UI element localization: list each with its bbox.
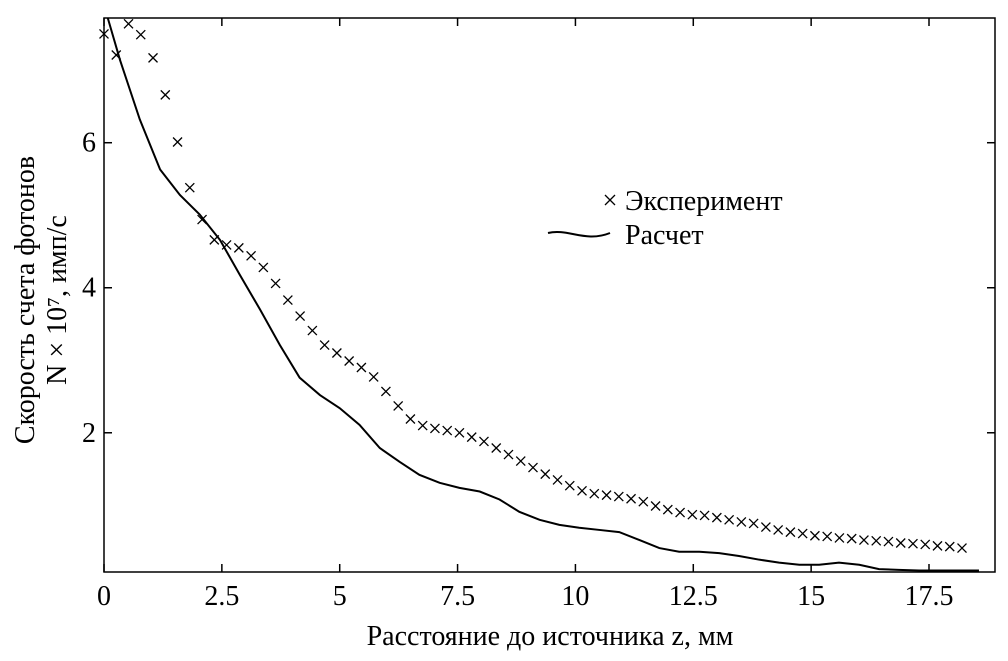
data-point xyxy=(675,507,686,518)
data-point xyxy=(736,517,747,527)
y-tick-label: 6 xyxy=(82,128,96,159)
data-point xyxy=(380,386,391,397)
data-point xyxy=(883,536,894,547)
data-line xyxy=(106,17,979,572)
data-point xyxy=(479,436,489,447)
data-point xyxy=(760,522,771,533)
data-point xyxy=(846,533,857,544)
plot-frame xyxy=(103,17,996,573)
data-point xyxy=(442,425,453,436)
data-point xyxy=(503,449,514,460)
data-point xyxy=(564,480,575,491)
data-point xyxy=(454,427,465,438)
y-axis-label: N × 10⁷, имп/с xyxy=(42,215,73,385)
data-point xyxy=(258,262,269,273)
data-point xyxy=(331,348,342,358)
data-point xyxy=(908,538,918,549)
data-point xyxy=(99,28,109,39)
data-point xyxy=(724,514,735,525)
data-point xyxy=(858,535,869,546)
data-point xyxy=(123,18,134,29)
data-point xyxy=(626,493,637,504)
data-point xyxy=(356,362,367,373)
data-point xyxy=(405,414,416,424)
data-point xyxy=(429,423,440,434)
data-point xyxy=(589,488,600,499)
data-point xyxy=(393,400,404,411)
x-tick-label: 0 xyxy=(97,581,111,612)
data-point xyxy=(160,89,171,100)
legend-marker xyxy=(604,194,616,206)
data-point xyxy=(809,530,820,541)
x-tick-label: 17.5 xyxy=(905,581,954,612)
data-point xyxy=(662,504,673,515)
data-point xyxy=(773,524,784,535)
data-point xyxy=(466,432,477,443)
data-point xyxy=(613,491,624,502)
legend-label: Эксперимент xyxy=(625,186,783,217)
data-point xyxy=(172,137,183,147)
data-point xyxy=(687,509,698,520)
data-point xyxy=(699,510,710,521)
data-point xyxy=(871,535,882,546)
data-point xyxy=(552,474,563,485)
data-point xyxy=(319,340,330,350)
x-axis-label: Расстояние до источника z, мм xyxy=(367,621,734,652)
data-point xyxy=(920,539,931,550)
data-point xyxy=(491,443,502,453)
data-point xyxy=(246,250,257,261)
y-tick-label: 4 xyxy=(82,273,96,304)
x-tick-label: 5 xyxy=(333,581,347,612)
data-point xyxy=(295,311,306,321)
data-point xyxy=(417,420,428,431)
data-point xyxy=(957,543,967,554)
data-point xyxy=(577,485,587,496)
x-tick-label: 15 xyxy=(797,581,825,612)
data-point xyxy=(822,531,833,542)
data-point xyxy=(515,456,526,467)
data-point xyxy=(135,29,146,40)
data-point xyxy=(184,182,195,193)
data-point xyxy=(148,52,158,63)
y-tick-label: 2 xyxy=(82,418,96,449)
x-tick-label: 2.5 xyxy=(204,581,239,612)
data-point xyxy=(540,469,551,480)
data-point xyxy=(528,462,538,473)
x-tick-label: 10 xyxy=(561,581,589,612)
data-point xyxy=(711,512,722,523)
data-point xyxy=(233,242,244,253)
x-tick-label: 12.5 xyxy=(669,581,718,612)
data-point xyxy=(834,532,845,543)
legend-label: Расчет xyxy=(625,220,704,251)
data-point xyxy=(282,295,293,306)
data-point xyxy=(270,278,281,289)
data-point xyxy=(944,541,955,552)
data-point xyxy=(368,371,379,382)
data-point xyxy=(344,356,355,366)
data-point xyxy=(797,528,808,539)
data-point xyxy=(748,518,759,529)
x-tick-label: 7.5 xyxy=(440,581,475,612)
data-point xyxy=(895,538,906,548)
data-point xyxy=(650,501,661,511)
data-point xyxy=(638,496,649,507)
legend-marker xyxy=(547,231,611,238)
data-point xyxy=(785,527,796,538)
data-point xyxy=(932,540,943,551)
data-point xyxy=(307,325,318,336)
y-axis-label: Скорость счета фотонов xyxy=(10,156,41,444)
data-point xyxy=(601,490,612,501)
